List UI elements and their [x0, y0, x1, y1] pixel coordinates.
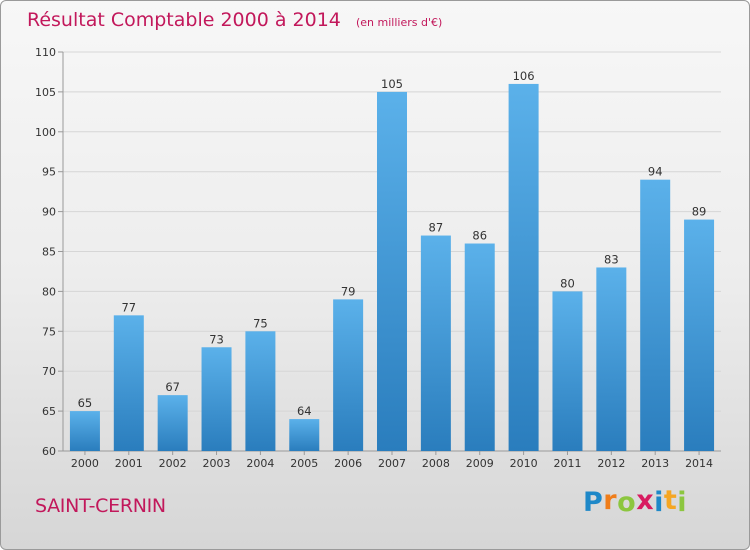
value-labels: 65 77 67 73 75 64 79 105 87 86 106 80 83 94 89 — [78, 69, 707, 418]
value-label-2003: 73 — [209, 332, 224, 346]
proxiti-logo: Proxiti — [583, 485, 688, 523]
bar-2010 — [508, 83, 539, 452]
bar-2008 — [420, 235, 451, 451]
bar-2012 — [596, 267, 627, 451]
y-tick-label: 105 — [35, 86, 56, 99]
x-tick-label-2012: 2012 — [597, 457, 625, 470]
value-label-2002: 67 — [165, 380, 180, 394]
x-tick-labels: 2000 2001 2002 2003 2004 2005 2006 2007 2008 2009… — [71, 457, 713, 470]
bars — [69, 83, 715, 452]
chart-title: Résultat Comptable 2000 à 2014 — [27, 9, 341, 31]
bar-2006 — [333, 299, 364, 451]
value-label-2001: 77 — [121, 300, 136, 314]
value-label-2004: 75 — [253, 316, 268, 330]
value-label-2007: 105 — [381, 77, 403, 91]
y-tick-label: 100 — [35, 126, 56, 139]
bar-2001 — [113, 315, 144, 451]
chart-title-group: Résultat Comptable 2000 à 2014 (en milli… — [27, 9, 442, 31]
value-label-2011: 80 — [560, 276, 575, 290]
bar-2014 — [684, 219, 715, 451]
bar-2007 — [377, 91, 407, 452]
x-tick-label-2002: 2002 — [159, 457, 187, 470]
y-tick-label: 95 — [42, 166, 56, 179]
bar-2009 — [464, 243, 495, 451]
x-tick-label-2008: 2008 — [422, 457, 450, 470]
y-tick-label: 65 — [42, 405, 56, 418]
bar-2000 — [69, 411, 100, 451]
value-label-2005: 64 — [297, 404, 312, 418]
bar-2013 — [640, 179, 671, 451]
x-tick-label-2001: 2001 — [115, 457, 143, 470]
chart-unit: (en milliers d'€) — [356, 16, 442, 29]
x-tick-label-2013: 2013 — [641, 457, 669, 470]
bar-2005 — [289, 419, 320, 451]
logo-letter: i — [677, 487, 688, 518]
logo-letter: o — [617, 487, 637, 518]
y-tick-label: 70 — [42, 365, 56, 378]
y-tick-label: 110 — [35, 46, 56, 59]
logo-letter: r — [603, 485, 618, 516]
y-tick-label: 60 — [42, 445, 56, 458]
y-tick-label: 75 — [42, 325, 56, 338]
y-tick-labels: 60 65 70 75 80 85 90 95 100 105 110 — [35, 46, 56, 458]
y-tick-label: 85 — [42, 246, 56, 259]
x-tick-label-2011: 2011 — [553, 457, 581, 470]
bar-2003 — [201, 347, 232, 451]
value-label-2012: 83 — [604, 252, 619, 266]
bar-2011 — [552, 291, 583, 451]
x-tick-label-2004: 2004 — [246, 457, 274, 470]
x-tick-label-2006: 2006 — [334, 457, 362, 470]
place-name: SAINT-CERNIN — [35, 495, 166, 517]
x-tick-label-2010: 2010 — [510, 457, 538, 470]
value-label-2014: 89 — [692, 205, 707, 219]
value-label-2013: 94 — [648, 165, 663, 179]
logo-letter: t — [663, 485, 678, 516]
logo-letter: x — [636, 485, 655, 516]
bar-2004 — [245, 331, 276, 451]
x-tick-label-2003: 2003 — [203, 457, 231, 470]
x-tick-label-2005: 2005 — [290, 457, 318, 470]
value-label-2009: 86 — [472, 229, 487, 243]
x-tick-label-2000: 2000 — [71, 457, 99, 470]
value-label-2008: 87 — [429, 221, 444, 235]
logo-letter: P — [583, 487, 604, 518]
value-label-2010: 106 — [513, 69, 535, 83]
y-tick-label: 80 — [42, 285, 56, 298]
value-label-2006: 79 — [341, 284, 356, 298]
bar-2002 — [157, 395, 188, 451]
x-tick-label-2009: 2009 — [466, 457, 494, 470]
value-label-2000: 65 — [78, 396, 93, 410]
y-tick-label: 90 — [42, 206, 56, 219]
logo-letter: i — [654, 487, 664, 518]
x-tick-label-2007: 2007 — [378, 457, 406, 470]
x-tick-label-2014: 2014 — [685, 457, 713, 470]
